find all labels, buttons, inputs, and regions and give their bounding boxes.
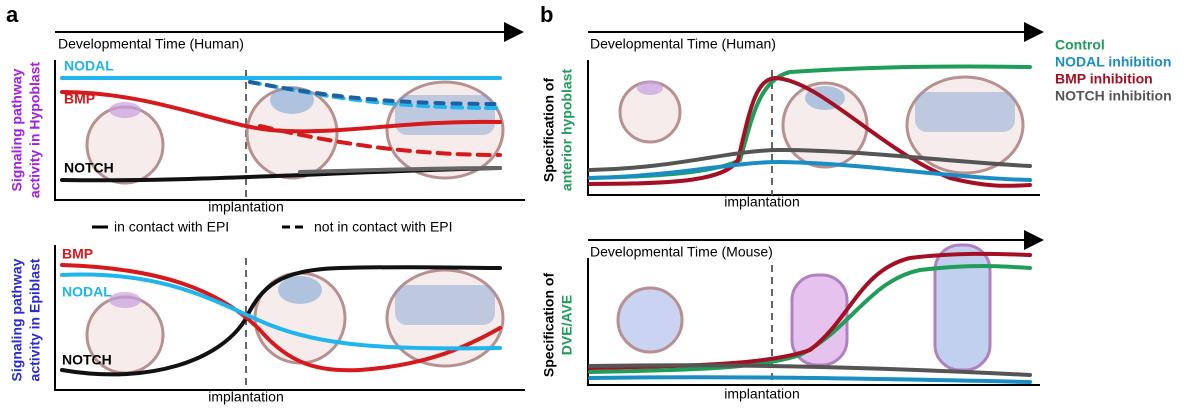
curve-label: NOTCH [62, 352, 112, 368]
time-axis-label: Developmental Time (Human) [590, 36, 776, 52]
legend-label: not in contact with EPI [314, 219, 453, 235]
legend-label: Control [1055, 37, 1105, 53]
axes [587, 60, 1040, 196]
panel-label: a [6, 2, 19, 27]
nodal-curve [588, 375, 1032, 384]
bmp-dashed [258, 124, 502, 157]
x-axis-label: implantation [208, 389, 284, 405]
bmp-curve [588, 75, 1032, 188]
y-axis-label: Signaling pathway [9, 68, 25, 191]
embryos [618, 75, 1025, 175]
y-axis-label: DVE/AVE [559, 295, 575, 355]
panel-label: b [540, 2, 553, 27]
notch-curve-gray [298, 166, 502, 174]
notch-curve [588, 147, 1032, 172]
nodal-curve [588, 159, 1032, 182]
x-axis-label: implantation [724, 194, 800, 210]
curve-label: NODAL [64, 58, 114, 74]
embryos [616, 243, 992, 372]
notch-curve [588, 363, 1032, 377]
y-axis-label: activity in Epiblast [27, 258, 43, 381]
axes [54, 60, 525, 201]
legend-label: NOTCH inhibition [1055, 88, 1172, 104]
x-axis-label: implantation [724, 386, 800, 402]
curve-label: BMP [64, 91, 95, 107]
y-axis-label: activity in Hypoblast [27, 62, 43, 198]
time-axis-label: Developmental Time (Human) [58, 36, 244, 52]
axes [54, 245, 525, 391]
legend-label: NODAL inhibition [1055, 54, 1171, 70]
nodal-dashed-dark [248, 80, 502, 106]
x-axis-label: implantation [208, 199, 284, 215]
curve-label: NOTCH [64, 160, 114, 176]
legend-label: in contact with EPI [114, 219, 229, 235]
y-axis-label: Specification of [541, 273, 557, 378]
curve-label: NODAL [62, 284, 112, 300]
y-axis-label: Signaling pathway [9, 258, 25, 381]
nodal-curve [60, 272, 502, 351]
curve-label: BMP [62, 246, 93, 262]
time-axis-label: Developmental Time (Mouse) [590, 244, 773, 260]
bmp-curve [60, 263, 502, 373]
legend-label: BMP inhibition [1055, 71, 1153, 87]
control-curve [588, 264, 1032, 374]
y-axis-label: Specification of [541, 78, 557, 183]
axes [587, 258, 1040, 386]
notch-curve [60, 265, 502, 377]
y-axis-label: anterior hypoblast [559, 69, 575, 191]
